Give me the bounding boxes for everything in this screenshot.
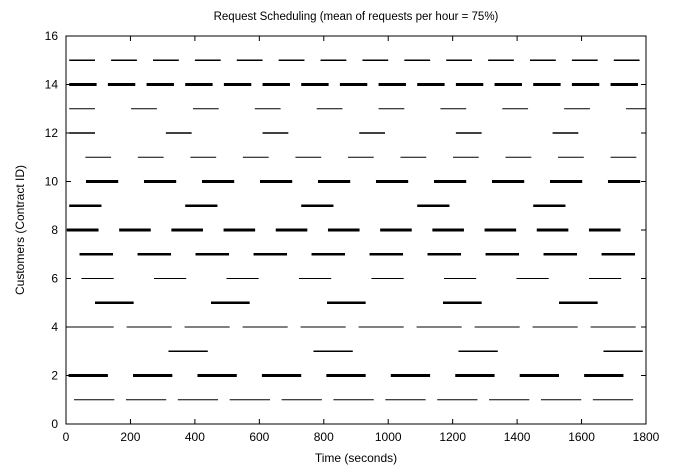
axis-ticks: 0 200 400 600 800 1000 1200 1400 1600 1800 0 2 4 6 8 10… [45, 29, 660, 444]
x-tick-label: 400 [185, 430, 205, 444]
y-tick-label: 6 [51, 272, 58, 286]
y-tick-label: 14 [45, 78, 59, 92]
x-tick-label: 600 [249, 430, 269, 444]
plot-area [66, 59, 646, 401]
plot-frame [65, 35, 647, 425]
x-tick-label: 800 [314, 430, 334, 444]
chart-title: Request Scheduling (mean of requests per… [214, 11, 499, 23]
x-tick-label: 1800 [633, 430, 660, 444]
x-tick-label: 1600 [568, 430, 595, 444]
y-tick-label: 0 [51, 417, 58, 431]
y-tick-label: 12 [45, 126, 59, 140]
x-tick-label: 0 [63, 430, 70, 444]
x-tick-label: 1200 [439, 430, 466, 444]
y-tick-label: 4 [51, 320, 58, 334]
x-axis-label: Time (seconds) [315, 451, 397, 465]
y-tick-label: 16 [45, 29, 59, 43]
y-axis-label: Customers (Contract ID) [13, 165, 27, 295]
y-tick-label: 10 [45, 175, 59, 189]
x-tick-label: 1000 [375, 430, 402, 444]
y-tick-label: 8 [51, 223, 58, 237]
x-tick-label: 1400 [504, 430, 531, 444]
y-tick-label: 2 [51, 369, 58, 383]
x-tick-label: 200 [120, 430, 140, 444]
